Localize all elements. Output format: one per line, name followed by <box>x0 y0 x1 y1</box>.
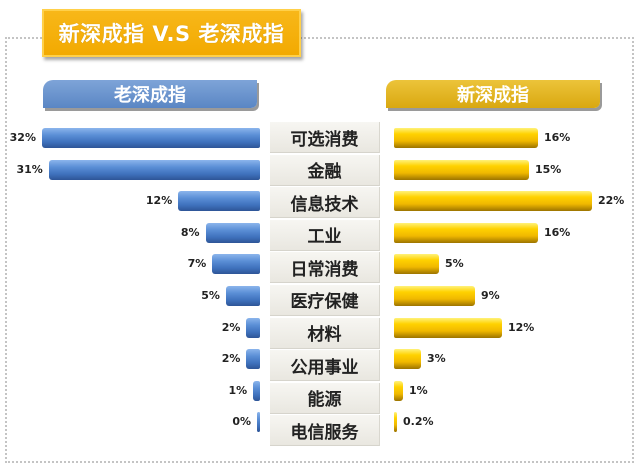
old-index-value: 32% <box>9 131 36 144</box>
category-label: 金融 <box>270 154 380 186</box>
old-index-bar <box>257 412 260 433</box>
old-index-value: 8% <box>180 225 200 239</box>
old-index-bar <box>225 286 260 306</box>
new-index-bar <box>394 128 538 148</box>
new-index-value: 22% <box>598 194 625 208</box>
category-label: 电信服务 <box>270 415 380 447</box>
category-label: 日常消费 <box>270 252 380 284</box>
category-label: 信息技术 <box>270 187 380 219</box>
old-index-bar <box>178 191 260 212</box>
old-index-bar <box>246 317 260 338</box>
old-index-value: 31% <box>16 162 43 176</box>
old-index-value: 5% <box>201 289 220 302</box>
new-index-value: 0.2% <box>403 415 434 429</box>
old-index-value: 12% <box>145 194 173 208</box>
new-index-bar <box>394 159 529 180</box>
new-index-bar <box>394 317 502 338</box>
old-index-header: 老深成指 <box>43 80 257 108</box>
category-column: 可选消费 金融 信息技术 工业 日常消费 医疗保健 材料 公用事业 能源 电信服… <box>270 122 380 448</box>
new-index-value: 16% <box>544 225 571 239</box>
new-index-value: 5% <box>445 257 464 271</box>
category-label: 可选消费 <box>270 122 380 153</box>
old-index-bar <box>253 380 260 401</box>
old-index-value: 0% <box>232 415 251 429</box>
old-index-value: 2% <box>221 352 241 366</box>
old-index-bar <box>205 222 260 243</box>
new-index-value: 15% <box>535 162 562 176</box>
new-index-value: 3% <box>427 352 446 366</box>
old-index-value: 2% <box>221 320 241 334</box>
new-index-bar <box>394 380 403 401</box>
new-index-value: 9% <box>481 289 500 302</box>
old-index-bar <box>212 254 260 275</box>
old-index-bar <box>48 159 260 180</box>
old-index-value: 1% <box>228 383 248 397</box>
new-index-bar <box>394 349 421 370</box>
old-index-value: 7% <box>187 257 207 271</box>
new-index-bar <box>394 254 439 275</box>
new-index-value: 16% <box>544 131 571 144</box>
old-index-bar <box>42 128 260 148</box>
category-label: 公用事业 <box>270 350 380 382</box>
new-index-bar <box>394 191 592 212</box>
new-index-header: 新深成指 <box>386 80 600 108</box>
category-label: 医疗保健 <box>270 284 380 316</box>
new-index-bar <box>394 222 538 243</box>
category-label: 能源 <box>270 382 380 414</box>
old-index-bar <box>246 349 260 370</box>
chart-frame <box>5 37 634 463</box>
new-index-bar <box>394 412 397 433</box>
new-index-value: 12% <box>508 320 535 334</box>
category-label: 材料 <box>270 317 380 349</box>
new-index-value: 1% <box>409 383 428 397</box>
category-label: 工业 <box>270 219 380 251</box>
new-index-bar <box>394 286 475 306</box>
chart-title: 新深成指 V.S 老深成指 <box>42 9 301 57</box>
